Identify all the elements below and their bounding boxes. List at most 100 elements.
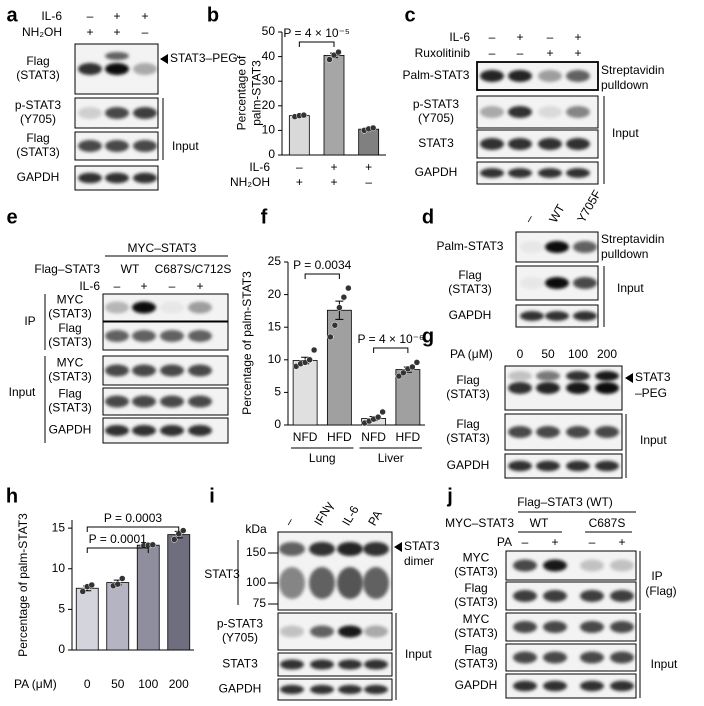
band: [309, 567, 335, 599]
row-label: MYC: [463, 612, 490, 626]
data-point: [340, 293, 348, 301]
p-value: P = 0.0034: [293, 258, 351, 272]
arrowhead: [625, 373, 633, 383]
p-value: P = 0.0001: [89, 532, 147, 546]
data-point: [345, 284, 352, 292]
band: [188, 330, 212, 342]
band: [580, 651, 604, 664]
band: [543, 559, 567, 572]
band: [132, 330, 156, 342]
band: [188, 301, 212, 314]
band: [279, 567, 305, 599]
row-label: MYC: [463, 551, 490, 565]
row-label: (STAT3): [48, 307, 92, 321]
band: [105, 140, 129, 152]
significance-bracket: [86, 547, 149, 553]
annotation: Input: [612, 126, 639, 140]
condition-sign: +: [141, 9, 148, 23]
bar: [288, 115, 310, 156]
group: C687S: [589, 516, 626, 530]
condition-sign: +: [330, 175, 337, 189]
row-label: GAPDH: [219, 682, 262, 696]
band: [133, 107, 157, 119]
bar: [106, 582, 130, 651]
panel-label: d: [422, 206, 434, 228]
p-value: P = 4 × 10⁻⁶: [358, 332, 424, 346]
condition-sign: –: [522, 535, 529, 549]
band: [160, 330, 184, 342]
band: [160, 425, 184, 436]
band: [78, 63, 102, 75]
row-label: p-STAT3: [217, 617, 264, 631]
column-label: IFNγ: [311, 499, 336, 528]
band: [538, 168, 562, 178]
band: [566, 460, 590, 472]
y-tick-label: 5: [58, 602, 65, 616]
annotation: dimer: [404, 554, 434, 568]
data-point: [180, 527, 187, 534]
row-label: Flag: [26, 131, 49, 145]
band: [480, 106, 504, 118]
band: [543, 651, 567, 664]
y-tick-label: 40: [262, 49, 276, 63]
band: [508, 460, 532, 472]
row-label: (STAT3): [446, 431, 490, 445]
bar: [323, 54, 345, 156]
condition-name: IL-6: [249, 160, 270, 174]
data-point: [114, 580, 121, 588]
band: [160, 364, 184, 377]
band: [566, 168, 590, 178]
row-label: GAPDH: [49, 423, 92, 437]
band: [610, 590, 634, 602]
panel-label: j: [446, 485, 453, 507]
data-point: [119, 575, 126, 582]
band: [78, 140, 102, 152]
row-label: GAPDH: [17, 170, 60, 184]
band: [337, 542, 363, 556]
row-label: Flag: [464, 581, 487, 595]
band: [536, 382, 560, 394]
x-axis-label: PA (μM): [14, 677, 57, 691]
x-tick-label: 0: [84, 677, 91, 691]
group: WT: [121, 262, 140, 276]
band: [188, 364, 212, 377]
annotation: –PEG: [635, 386, 667, 400]
band: [566, 371, 590, 381]
band: [595, 371, 619, 381]
row-label: (STAT3): [454, 626, 498, 640]
bar: [326, 309, 352, 426]
row-label: (STAT3): [448, 282, 492, 296]
band: [573, 277, 597, 289]
row-label: MYC: [57, 293, 84, 307]
band: [160, 301, 184, 314]
band: [480, 70, 504, 82]
column-label: 200: [597, 347, 617, 361]
band: [543, 590, 567, 602]
band: [545, 277, 569, 289]
blot: [277, 652, 393, 677]
band: [188, 395, 212, 408]
row-label: STAT3: [222, 657, 258, 671]
condition-sign: +: [113, 25, 120, 39]
condition-name: NH₂OH: [230, 175, 270, 189]
arrowhead: [394, 542, 402, 552]
band: [610, 680, 634, 692]
condition-sign: –: [114, 279, 121, 293]
row-label: STAT3: [204, 567, 240, 581]
annotation: Input: [405, 647, 432, 661]
data-point: [413, 359, 421, 366]
band: [309, 542, 335, 556]
group-title: Flag–STAT3: [34, 262, 100, 276]
condition-name: Ruxolitinib: [415, 46, 471, 60]
data-point: [331, 321, 339, 329]
condition-sign: –: [296, 160, 303, 174]
significance-bracket: [86, 526, 180, 532]
band: [513, 651, 537, 664]
condition-name: IL-6: [79, 279, 100, 293]
band: [543, 621, 567, 633]
bar: [136, 544, 160, 651]
condition-sign: –: [87, 9, 94, 23]
y-tick-label: 20: [268, 287, 282, 301]
band: [508, 371, 532, 381]
